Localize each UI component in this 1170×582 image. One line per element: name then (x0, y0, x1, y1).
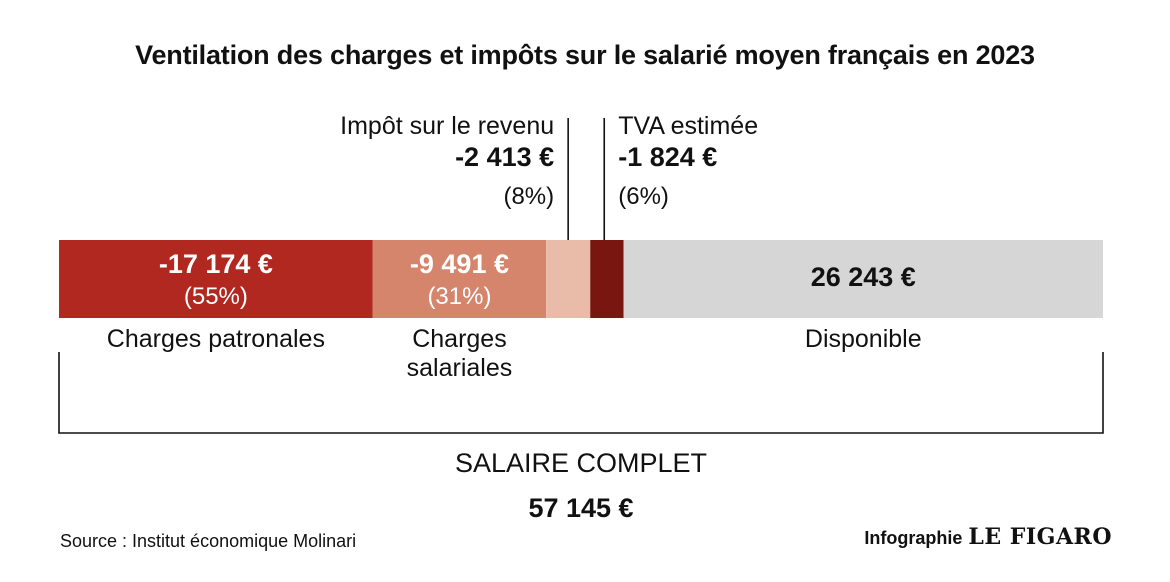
category-label-patronales: Charges patronales (107, 325, 325, 353)
chart-title: Ventilation des charges et impôts sur le… (135, 40, 1035, 70)
total-bracket (58, 352, 1104, 434)
total-label: SALAIRE COMPLET (455, 448, 707, 478)
callout-pct-ir: (8%) (503, 183, 554, 210)
source-note: Source : Institut économique Molinari (60, 531, 357, 551)
category-label-salariales-line-1: Charges (412, 325, 507, 353)
category-label-salariales-line-2: salariales (407, 354, 513, 382)
callout-pct-tva: (6%) (618, 183, 669, 210)
callout-value-tva: -1 824 € (618, 142, 717, 172)
bar-segment-disponible (623, 240, 1103, 318)
le-figaro-logo: LE FIGARO (968, 524, 1112, 550)
credit: Infographie LE FIGARO (864, 524, 1112, 550)
bar-pct-label-patronales: (55%) (184, 283, 248, 310)
total-value: 57 145 € (528, 493, 633, 523)
bar-segment-ir (546, 240, 591, 318)
category-label-disponible: Disponible (805, 325, 922, 353)
callout-label-tva: TVA estimée (618, 112, 758, 140)
credit-text: Infographie (864, 528, 963, 548)
bar-segment-salariales (372, 240, 547, 318)
bar-segment-tva (590, 240, 624, 318)
callout-label-ir: Impôt sur le revenu (340, 112, 554, 140)
callout-value-ir: -2 413 € (455, 142, 554, 172)
bar-segment-patronales (59, 240, 373, 318)
bar-value-label-patronales: -17 174 € (159, 249, 273, 279)
bar-pct-label-salariales: (31%) (427, 283, 491, 310)
bar-value-label-salariales: -9 491 € (410, 249, 509, 279)
bar-value-label-disponible: 26 243 € (811, 262, 916, 292)
